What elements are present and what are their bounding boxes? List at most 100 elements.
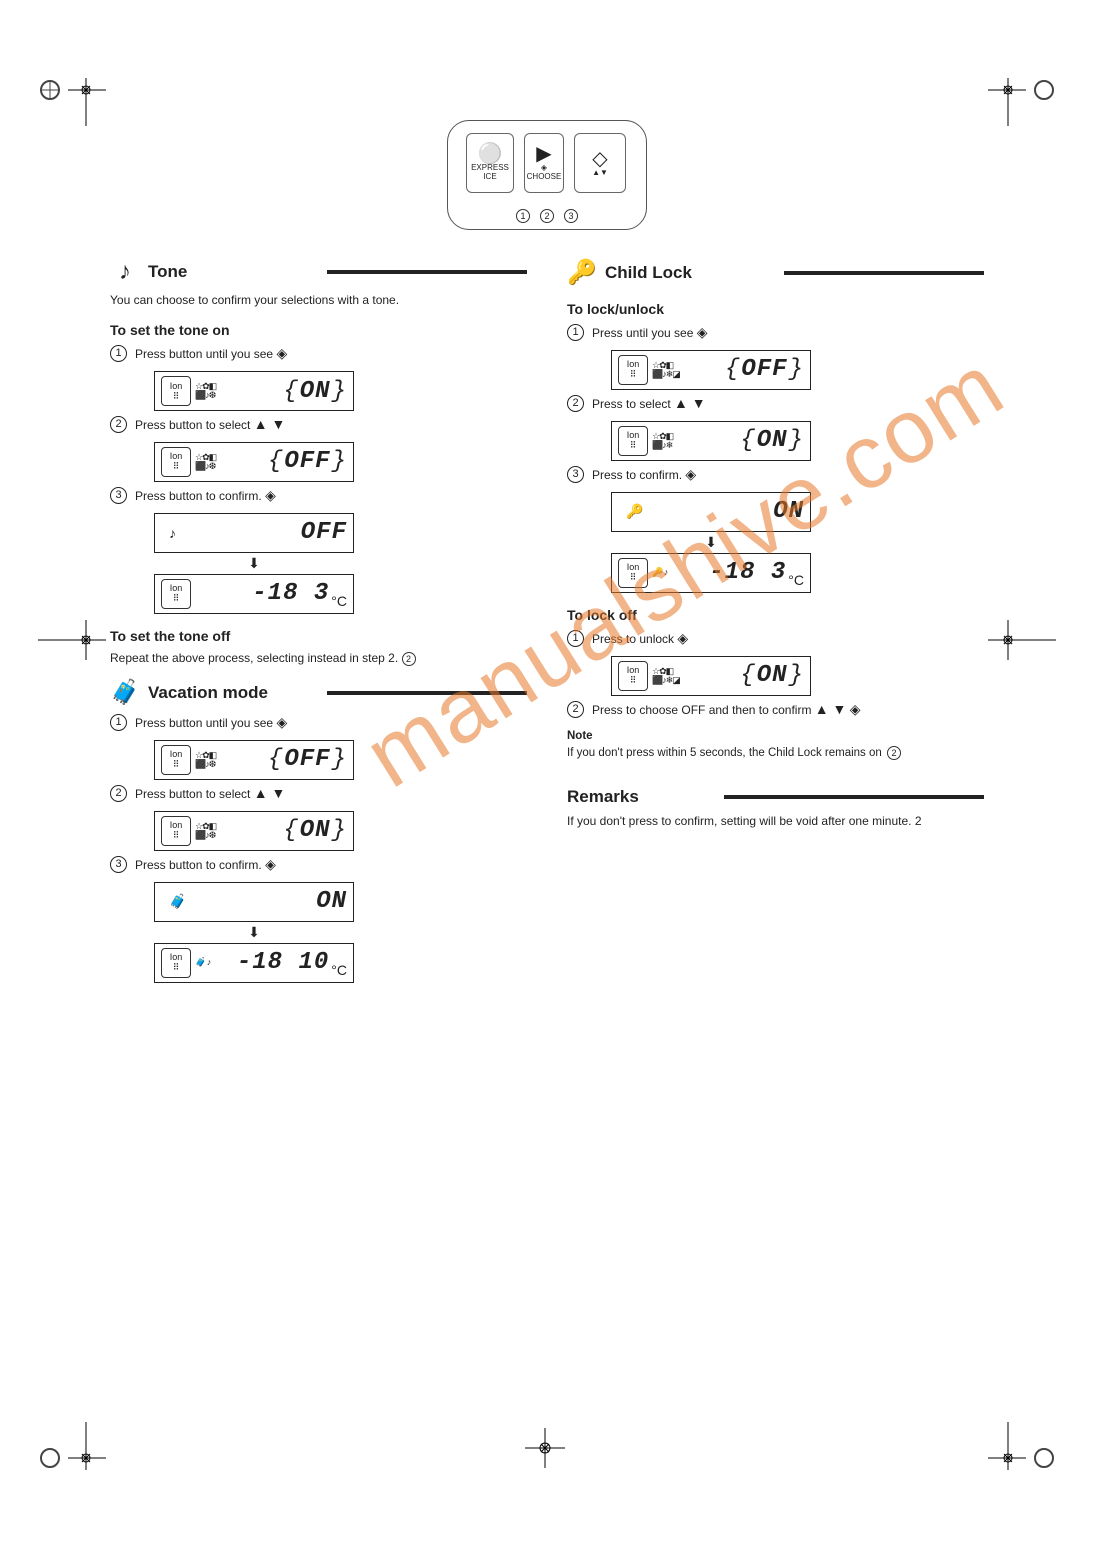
step-number: 1 — [110, 714, 127, 731]
play-icon: ▶ — [536, 144, 551, 164]
thermometer-icon: ⚪ — [478, 144, 503, 164]
subheading: To set the tone on — [110, 322, 527, 338]
rule — [784, 271, 984, 275]
lcd-icon-area: Ion⠿ — [161, 948, 191, 978]
section-title: Vacation mode — [148, 683, 268, 703]
step-text: Press button until you see ◈ — [135, 713, 527, 732]
page-content: ⚪ EXPRESS ICE ▶ ◈ CHOOSE ◇ ▲▼ 1 2 3 — [110, 120, 984, 995]
lcd-display: Ion⠿ 🔑 ♪ -18 3 °C — [611, 553, 811, 593]
lcd-mini-icons: ☆✿◧ ⬛♪❄ — [652, 432, 673, 450]
control-panel-illustration: ⚪ EXPRESS ICE ▶ ◈ CHOOSE ◇ ▲▼ 1 2 3 — [110, 120, 984, 230]
section-title: Remarks — [567, 787, 639, 807]
lcd-mini-icons: ☆✿◧ ⬛♪❄◪ — [652, 361, 680, 379]
updown-arrows-icon: ▲▼ — [592, 169, 608, 178]
step-text: Press button to confirm. ◈ — [135, 486, 527, 505]
updown-icon: ▲ ▼ — [254, 416, 286, 432]
lcd-icon-area: Ion⠿ — [161, 816, 191, 846]
lcd-mini-icons: ☆✿◧ ⬛♪❆ — [195, 453, 216, 471]
choose-icon: ◈ — [276, 714, 287, 730]
section-remarks: Remarks If you don't press to confirm, s… — [567, 787, 984, 829]
confirm-icon: ◈ — [685, 466, 696, 482]
lcd-value: ON — [680, 662, 804, 689]
subheading: To lock off — [567, 607, 984, 623]
panel-number: 2 — [540, 209, 554, 223]
lcd-unit: °C — [788, 572, 804, 588]
lcd-mini-icons: 🔑 ♪ — [652, 568, 667, 577]
step-number: 3 — [110, 856, 127, 873]
key-icon: 🔑 — [626, 503, 643, 520]
updown-icon: ▲ ▼ — [674, 395, 706, 411]
confirm-icon: ◈ — [850, 701, 861, 717]
lcd-value: ON — [649, 498, 804, 525]
section-title: Tone — [148, 262, 187, 282]
lcd-mini-icons: ☆✿◧ ⬛♪❆ — [195, 822, 216, 840]
arrow-down-icon: ⬇ — [154, 555, 354, 572]
panel-button-updown: ◇ ▲▼ — [574, 133, 626, 193]
step-text: Press button to select ▲ ▼ — [135, 415, 527, 434]
lcd-icon-area: Ion⠿ — [618, 355, 648, 385]
note-icon: ♪ — [110, 258, 140, 286]
step-number: 1 — [567, 630, 584, 647]
confirm-icon: ◈ — [265, 856, 276, 872]
lcd-display: Ion⠿ ☆✿◧ ⬛♪❄◪ ON — [611, 656, 811, 696]
choose-icon: ◈ — [697, 324, 708, 340]
step-text: Press until you see ◈ — [592, 323, 984, 342]
rule — [327, 270, 527, 274]
panel-number: 1 — [516, 209, 530, 223]
step-number: 2 — [567, 395, 584, 412]
panel-number: 3 — [564, 209, 578, 223]
right-column: 🔑 Child Lock To lock/unlock 1 Press unti… — [567, 248, 984, 995]
lcd-display: 🧳 ON — [154, 882, 354, 922]
lcd-display: Ion⠿ ☆✿◧ ⬛♪❄◪ OFF — [611, 350, 811, 390]
lcd-unit: °C — [331, 593, 347, 609]
step-number: 2 — [567, 701, 584, 718]
step-text: Press button to confirm. ◈ — [135, 855, 527, 874]
step: 3 Press button to confirm. ◈ — [110, 855, 527, 874]
panel-button-choose: ▶ ◈ CHOOSE — [524, 133, 564, 193]
step: 2 Press button to select ▲ ▼ — [110, 415, 527, 434]
note-icon: ♪ — [169, 525, 176, 541]
left-column: ♪ Tone You can choose to confirm your se… — [110, 248, 527, 995]
lcd-icon-area: Ion⠿ — [161, 579, 191, 609]
subheading: To lock/unlock — [567, 301, 984, 317]
lcd-value: ON — [673, 427, 804, 454]
lcd-value: -18 3 — [195, 580, 329, 607]
lcd-display: Ion⠿ ☆✿◧ ⬛♪❆ ON — [154, 371, 354, 411]
step: 1 Press to unlock ◈ — [567, 629, 984, 648]
panel-button-express-ice: ⚪ EXPRESS ICE — [466, 133, 514, 193]
lcd-value: ON — [216, 378, 347, 405]
lcd-display: Ion⠿ ☆✿◧ ⬛♪❆ ON — [154, 811, 354, 851]
lcd-display: ♪ OFF — [154, 513, 354, 553]
step-text: Press to select ▲ ▼ — [592, 394, 984, 413]
step-number: 1 — [110, 345, 127, 362]
lcd-value: -18 10 — [210, 949, 329, 976]
lcd-value: -18 3 — [667, 559, 786, 586]
suitcase-icon: 🧳 — [169, 893, 186, 910]
suitcase-icon: 🧳 — [110, 678, 140, 707]
lcd-display: Ion⠿ ☆✿◧ ⬛♪❆ OFF — [154, 740, 354, 780]
step: 2 Press to choose OFF and then to confir… — [567, 700, 984, 719]
diamond-icon: ◇ — [592, 149, 607, 169]
section-title: Child Lock — [605, 263, 692, 283]
lcd-value: OFF — [216, 448, 347, 475]
rule — [724, 795, 984, 799]
lcd-icon-area: Ion⠿ — [161, 447, 191, 477]
lcd-value: ON — [192, 888, 347, 915]
arrow-down-icon: ⬇ — [154, 924, 354, 941]
lcd-value: OFF — [182, 519, 347, 546]
note-text: If you don't press within 5 seconds, the… — [567, 747, 882, 759]
panel-label: EXPRESS ICE — [471, 164, 509, 182]
step: 2 Press button to select ▲ ▼ — [110, 784, 527, 803]
lcd-unit: °C — [331, 962, 347, 978]
subheading: To set the tone off — [110, 628, 527, 644]
lcd-icon-area: Ion⠿ — [618, 426, 648, 456]
lcd-value: ON — [216, 817, 347, 844]
step: 1 Press button until you see ◈ — [110, 713, 527, 732]
step: 1 Press button until you see ◈ — [110, 344, 527, 363]
arrow-down-icon: ⬇ — [611, 534, 811, 551]
key-icon: 🔑 — [567, 258, 597, 287]
lcd-display: Ion⠿ ☆✿◧ ⬛♪❆ OFF — [154, 442, 354, 482]
lcd-icon-area: Ion⠿ — [618, 558, 648, 588]
step: 3 Press to confirm. ◈ — [567, 465, 984, 484]
lcd-value: OFF — [216, 746, 347, 773]
